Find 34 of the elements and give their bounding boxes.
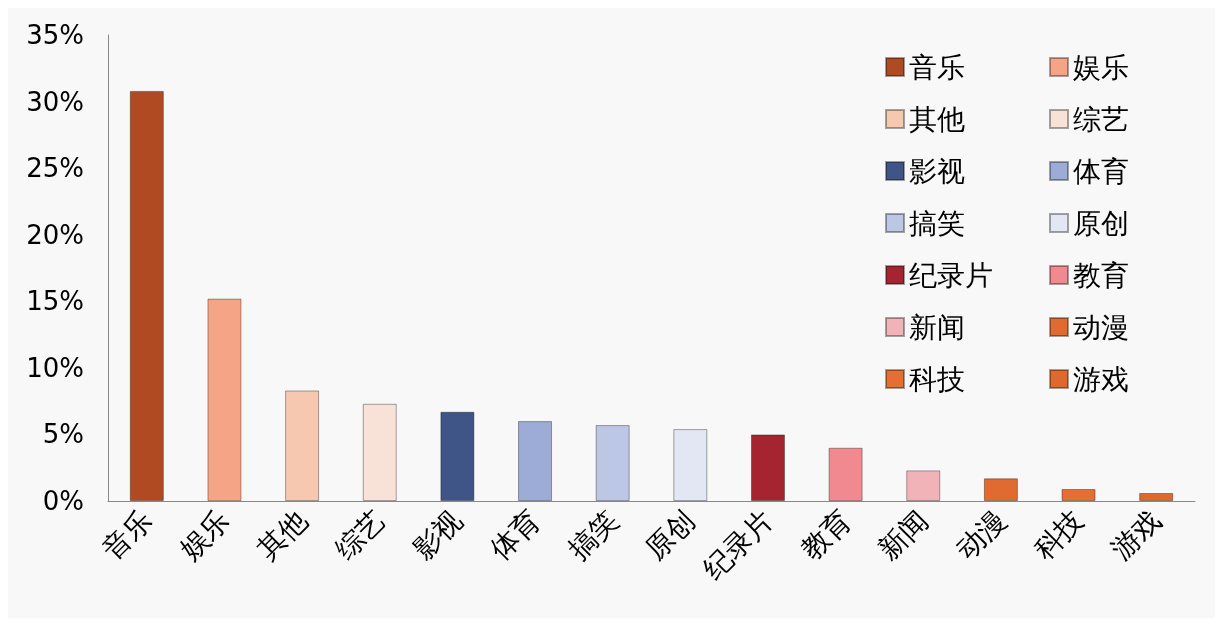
x-tick-label: 娱乐: [173, 503, 237, 567]
x-tick-label: 新闻: [871, 503, 935, 567]
legend-label: 综艺: [1073, 102, 1129, 136]
y-tick-label: 10%: [26, 352, 84, 383]
y-tick-label: 5%: [42, 419, 84, 450]
y-tick-label: 15%: [26, 286, 84, 317]
y-tick-label: 30%: [26, 86, 84, 117]
legend-label: 新闻: [909, 310, 965, 344]
y-tick-label: 20%: [26, 219, 84, 250]
legend-label: 科技: [909, 362, 965, 396]
x-tick-label: 动漫: [949, 503, 1013, 567]
legend-label: 搞笑: [909, 206, 965, 240]
x-tick-label: 音乐: [95, 503, 159, 567]
legend-label: 动漫: [1073, 310, 1129, 344]
legend-label: 体育: [1073, 154, 1129, 188]
x-tick-label: 综艺: [328, 503, 392, 567]
legend-label: 影视: [909, 154, 965, 188]
x-tick-label: 体育: [483, 503, 547, 567]
legend-label: 原创: [1073, 206, 1129, 240]
legend-label: 游戏: [1073, 362, 1129, 396]
x-tick-label: 游戏: [1104, 503, 1168, 567]
x-tick-label: 教育: [794, 503, 858, 567]
x-tick-label: 科技: [1027, 503, 1091, 567]
x-tick-label: 影视: [406, 503, 470, 567]
legend-label: 教育: [1073, 258, 1129, 292]
x-tick-label: 其他: [250, 503, 314, 567]
y-tick-label: 0%: [42, 486, 84, 516]
x-tick-label: 搞笑: [561, 503, 625, 567]
legend-label: 娱乐: [1073, 50, 1129, 84]
legend-label: 纪录片: [909, 258, 993, 292]
legend-label: 音乐: [909, 50, 965, 84]
y-tick-label: 35%: [26, 20, 84, 50]
y-tick-label: 25%: [26, 153, 84, 184]
legend-label: 其他: [909, 102, 965, 136]
